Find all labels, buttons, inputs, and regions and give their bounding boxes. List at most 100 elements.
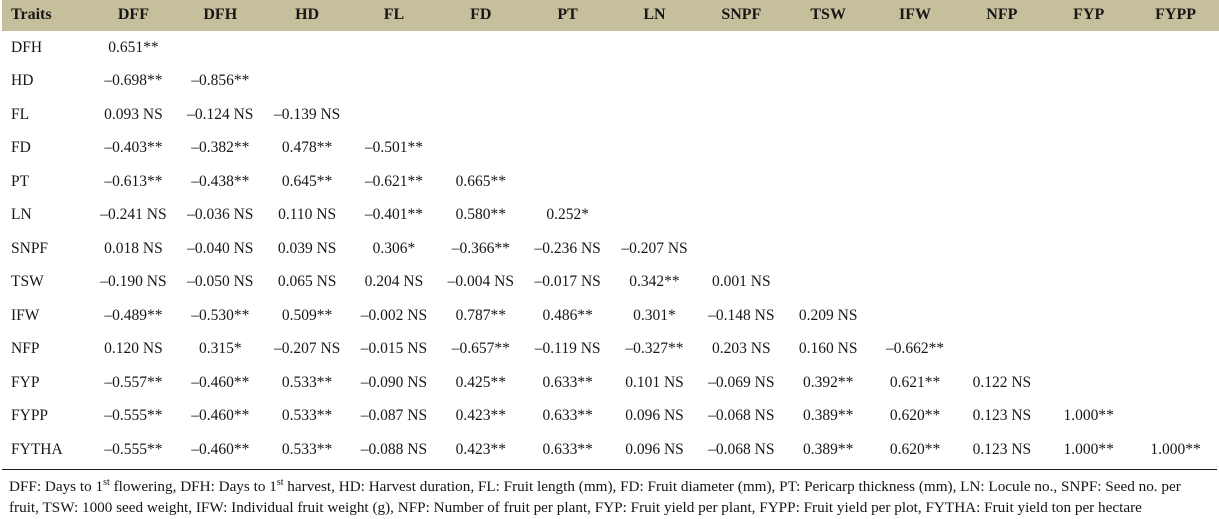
correlation-value: 0.486** xyxy=(542,306,593,324)
correlation-value: 1.000** xyxy=(1150,440,1201,458)
row-trait-label: IFW xyxy=(11,306,40,324)
table-row-ifw: IFW –0.489** –0.530** 0.509** –0.002 NS 0.787… xyxy=(2,299,1219,333)
correlation-value: 0.093 NS xyxy=(104,105,163,123)
row-trait-label: PT xyxy=(11,172,30,190)
empty-cell xyxy=(1045,65,1132,99)
table-header-row: Traits DFF DFH HD FL FD PT LN SNPF TSW IFW NFP FYP FY… xyxy=(2,0,1219,31)
table-row-hd: HD –0.698** –0.856** xyxy=(2,65,1219,99)
correlation-value: 0.633** xyxy=(542,407,593,424)
correlation-value: 0.018 NS xyxy=(104,239,163,257)
correlation-value: 0.633** xyxy=(542,440,593,458)
row-trait-label: NFP xyxy=(11,340,40,357)
correlation-value: 0.160 NS xyxy=(798,340,858,357)
table-body: DFH 0.651** HD –0.698** –0.856** FL 0.093 NS –0… xyxy=(2,31,1219,467)
correlation-value: –0.460** xyxy=(191,440,250,458)
correlation-value: 0.580** xyxy=(455,206,506,223)
empty-cell xyxy=(698,98,785,132)
correlation-value: –0.662** xyxy=(885,340,945,357)
empty-cell xyxy=(698,132,785,166)
column-header-snpf: SNPF xyxy=(697,0,785,31)
column-header-fyp: FYP xyxy=(1045,0,1133,31)
correlation-value: –0.088 NS xyxy=(360,440,428,458)
correlation-value: 0.096 NS xyxy=(625,407,684,424)
empty-cell xyxy=(437,98,524,132)
empty-cell xyxy=(437,31,524,65)
empty-cell xyxy=(958,199,1045,233)
empty-cell xyxy=(698,65,785,99)
correlation-value: –0.613** xyxy=(104,172,163,190)
correlation-value: 0.123 NS xyxy=(972,440,1032,458)
empty-cell xyxy=(1045,31,1132,65)
correlation-value: 0.001 NS xyxy=(712,273,771,290)
correlation-value: –0.698** xyxy=(104,72,163,89)
correlation-value: –0.241 NS xyxy=(100,206,167,223)
empty-cell xyxy=(264,31,351,65)
empty-cell xyxy=(611,199,698,233)
correlation-value: 0.389** xyxy=(802,407,854,424)
empty-cell xyxy=(785,132,872,166)
correlation-value: 1.000** xyxy=(1063,407,1114,424)
table-row-fytha: FYTHA –0.555** –0.460** 0.533** –0.088 NS 0.4… xyxy=(2,433,1219,467)
correlation-value: –0.148 NS xyxy=(708,306,775,324)
empty-cell xyxy=(1132,333,1219,367)
correlation-value: 1.000** xyxy=(1063,440,1114,458)
empty-cell xyxy=(698,199,785,233)
empty-cell xyxy=(872,266,959,300)
empty-cell xyxy=(958,333,1045,367)
correlation-value: 0.645** xyxy=(281,172,333,190)
column-header-tsw: TSW xyxy=(784,0,872,31)
table-row-tsw: TSW –0.190 NS –0.050 NS 0.065 NS 0.204 NS –0.… xyxy=(2,266,1219,300)
column-header-fd: FD xyxy=(437,0,525,31)
table-row-fyp: FYP –0.557** –0.460** 0.533** –0.090 NS 0.425… xyxy=(2,366,1219,400)
correlation-value: 0.478** xyxy=(281,139,333,156)
empty-cell xyxy=(958,266,1045,300)
empty-cell xyxy=(785,31,872,65)
empty-cell xyxy=(698,232,785,266)
empty-cell xyxy=(872,65,959,99)
footnote-superscript: st xyxy=(276,476,284,488)
empty-cell xyxy=(1132,31,1219,65)
empty-cell xyxy=(1132,400,1219,434)
correlation-value: –0.657** xyxy=(451,340,510,357)
correlation-value: –0.460** xyxy=(191,373,250,391)
correlation-value: 0.533** xyxy=(281,407,333,424)
empty-cell xyxy=(524,165,611,199)
empty-cell xyxy=(1132,299,1219,333)
correlation-value: 0.101 NS xyxy=(625,373,684,391)
correlation-value: 0.301* xyxy=(633,306,676,324)
correlation-value: 0.621** xyxy=(889,373,941,391)
correlation-value: 0.423** xyxy=(455,440,506,458)
column-header-pt: PT xyxy=(524,0,612,31)
table-row-fd: FD –0.403** –0.382** 0.478** –0.501** xyxy=(2,132,1219,166)
correlation-value: –0.090 NS xyxy=(360,373,428,391)
column-header-fypp: FYPP xyxy=(1132,0,1219,31)
correlation-value: –0.119 NS xyxy=(534,340,601,357)
correlation-value: –0.401** xyxy=(364,206,424,223)
correlation-value: –0.004 NS xyxy=(447,273,514,290)
correlation-value: 0.204 NS xyxy=(364,273,424,290)
table-row-snpf: SNPF 0.018 NS –0.040 NS 0.039 NS 0.306* –0.36… xyxy=(2,232,1219,266)
table-row-fypp: FYPP –0.555** –0.460** 0.533** –0.087 NS 0.42… xyxy=(2,400,1219,434)
empty-cell xyxy=(872,31,959,65)
table-row-dfh: DFH 0.651** xyxy=(2,31,1219,65)
empty-cell xyxy=(1132,366,1219,400)
correlation-value: –0.036 NS xyxy=(187,206,254,223)
column-header-dff: DFF xyxy=(90,0,177,31)
table-row-fl: FL 0.093 NS –0.124 NS –0.139 NS xyxy=(2,98,1219,132)
correlation-value: –0.207 NS xyxy=(273,340,341,357)
empty-cell xyxy=(351,31,438,65)
empty-cell xyxy=(1132,232,1219,266)
empty-cell xyxy=(611,31,698,65)
row-trait-label: TSW xyxy=(11,273,44,290)
empty-cell xyxy=(351,98,438,132)
empty-cell xyxy=(524,65,611,99)
table-header: Traits DFF DFH HD FL FD PT LN SNPF TSW IFW NFP FYP FY… xyxy=(2,0,1219,31)
correlation-value: 0.389** xyxy=(802,440,854,458)
correlation-value: 0.533** xyxy=(281,440,333,458)
empty-cell xyxy=(872,132,959,166)
column-header-fl: FL xyxy=(350,0,438,31)
empty-cell xyxy=(1132,266,1219,300)
empty-cell xyxy=(524,132,611,166)
correlation-value: –0.124 NS xyxy=(187,105,254,123)
correlation-value: 0.651** xyxy=(108,38,159,56)
